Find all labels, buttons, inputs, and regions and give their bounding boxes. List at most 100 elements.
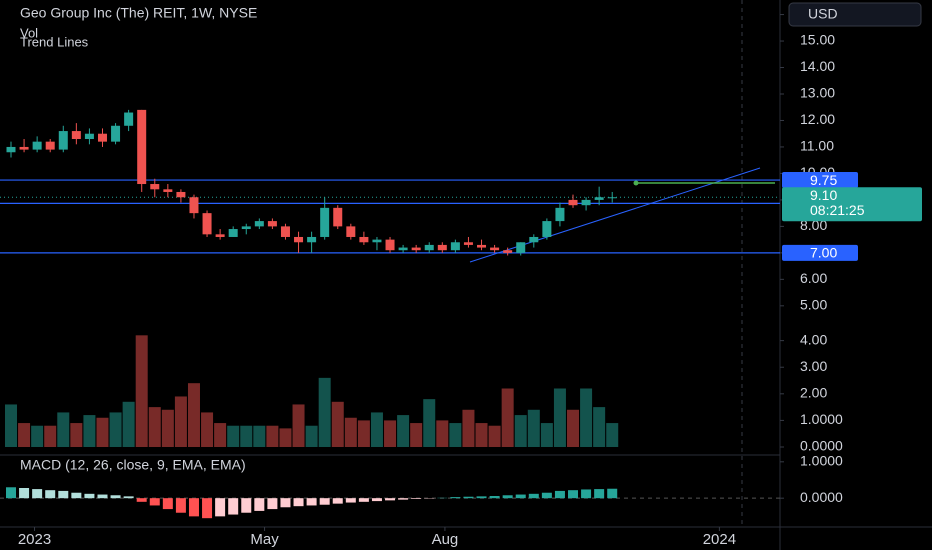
level-label-bg [782, 244, 858, 261]
macd-bar [450, 497, 461, 499]
candle-body [111, 125, 121, 142]
candle-body [163, 189, 173, 192]
candle-body [385, 239, 395, 251]
candle-body [450, 242, 460, 251]
volume-bar [423, 399, 436, 447]
macd-bar [371, 498, 382, 502]
macd-bar [358, 498, 369, 502]
volume-bar [5, 404, 17, 447]
macd-bar [515, 494, 526, 499]
candle-body [228, 229, 238, 237]
y-tick-label: 14.00 [800, 58, 835, 74]
macd-bar [489, 496, 500, 499]
macd-bar [45, 490, 56, 499]
candle-body [307, 236, 317, 243]
volume-bar [540, 423, 553, 447]
volume-bar [187, 383, 200, 447]
macd-bar [411, 498, 422, 499]
y-tick-label: 13.00 [800, 85, 835, 101]
macd-bar [97, 494, 108, 499]
volume-bar [488, 425, 501, 447]
volume-bar [553, 388, 566, 447]
volume-bar [449, 423, 462, 447]
macd-bar [202, 498, 213, 519]
macd-bar [123, 496, 134, 499]
y-tick-label: 0.0000 [800, 489, 843, 505]
candle-body [463, 242, 473, 245]
candle-body [202, 213, 212, 235]
macd-bar [568, 490, 579, 499]
currency-button[interactable] [788, 2, 922, 27]
y-tick-label: 11.00 [800, 138, 834, 154]
macd-bar [71, 492, 82, 499]
volume-bar [227, 425, 240, 447]
candle-body [346, 226, 356, 237]
volume-bar [436, 420, 449, 447]
volume-bar [96, 417, 109, 447]
y-tick-label: 1.0000 [800, 411, 843, 427]
macd-bar [319, 498, 330, 505]
volume-bar [135, 335, 148, 447]
macd-bar [398, 498, 409, 500]
currency[interactable]: USD [808, 6, 838, 22]
y-tick-label: 2.00 [800, 385, 827, 401]
macd-bar [175, 498, 186, 513]
candle-body [215, 234, 225, 237]
macd-bar [32, 489, 43, 499]
volume-bar [410, 423, 423, 447]
x-tick-label: Aug [432, 531, 459, 548]
volume-bar [44, 425, 57, 447]
candle-body [71, 131, 81, 140]
legend-item: Trend Lines [20, 35, 89, 50]
candle-body [607, 197, 617, 199]
y-tick-label: 4.00 [800, 331, 827, 347]
y-tick-label: 3.00 [800, 358, 827, 374]
macd-bar [254, 498, 265, 511]
candle-body [137, 109, 147, 185]
volume-bar [109, 412, 122, 447]
volume-bar [266, 425, 279, 447]
volume-bar [580, 388, 593, 447]
candle-body [320, 207, 330, 237]
candle-body [437, 244, 447, 251]
volume-bar [318, 377, 331, 447]
macd-bar [58, 490, 69, 499]
candle-body [189, 197, 199, 214]
volume-bar [57, 412, 70, 447]
macd-bar [162, 498, 173, 510]
volume-bar [253, 425, 266, 447]
macd-bar [215, 498, 226, 517]
volume-bar [305, 425, 318, 447]
candle-body [424, 244, 434, 251]
last-price-label: 9.10 [810, 187, 837, 203]
volume-bar [70, 423, 83, 447]
candle-body [97, 133, 107, 142]
volume-bar [593, 407, 606, 447]
volume-bar [384, 420, 397, 447]
candle-body [294, 236, 304, 243]
y-tick-label: 5.00 [800, 297, 827, 313]
macd-bar [581, 489, 592, 499]
y-tick-label: 1.0000 [800, 453, 843, 469]
volume-bar [501, 388, 514, 447]
macd-bar [267, 498, 278, 510]
volume-bar [357, 420, 370, 447]
macd-bar [502, 495, 513, 499]
y-tick-label: 0.0000 [800, 438, 843, 454]
candle-body [359, 236, 369, 243]
volume-bar [475, 423, 488, 447]
macd-bar [84, 493, 95, 499]
last-price-bg [782, 187, 922, 222]
y-tick-label: 15.00 [800, 32, 835, 48]
volume-bar [292, 404, 305, 447]
candle-body [241, 226, 251, 230]
candle-body [280, 226, 290, 237]
candle-body [411, 247, 421, 251]
macd-bar [476, 496, 487, 499]
volume-bar [344, 417, 357, 447]
macd-bar [528, 493, 539, 499]
candle-body [594, 197, 604, 200]
candle-body [45, 141, 55, 150]
candle-body [6, 146, 16, 153]
